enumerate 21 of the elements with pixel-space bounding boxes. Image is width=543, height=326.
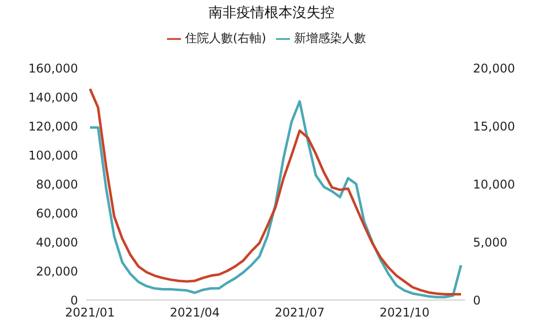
x-tick-label: 2021/07 bbox=[274, 306, 325, 320]
y-tick-label: 100,000 bbox=[28, 148, 78, 162]
y-tick-label: 0 bbox=[70, 293, 78, 308]
y2-tick-label: 10,000 bbox=[473, 177, 515, 192]
y-tick-label: 40,000 bbox=[36, 235, 78, 250]
legend-label: 新增感染人數 bbox=[294, 31, 366, 45]
y2-tick-label: 5,000 bbox=[473, 235, 508, 250]
y-tick-label: 160,000 bbox=[28, 61, 78, 76]
legend-label: 住院人數(右軸) bbox=[184, 31, 266, 45]
x-tick-label: 2021/10 bbox=[380, 306, 430, 320]
y-tick-label: 120,000 bbox=[28, 119, 78, 134]
y-tick-label: 20,000 bbox=[36, 264, 78, 278]
y2-tick-label: 0 bbox=[473, 293, 481, 308]
y-tick-label: 60,000 bbox=[36, 206, 78, 220]
y-tick-label: 80,000 bbox=[36, 177, 78, 192]
y2-tick-label: 20,000 bbox=[473, 61, 515, 76]
y2-tick-label: 15,000 bbox=[473, 119, 515, 134]
chart-title: 南非疫情根本沒失控 bbox=[208, 4, 336, 22]
x-tick-label: 2021/01 bbox=[65, 306, 115, 320]
y-tick-label: 140,000 bbox=[28, 90, 78, 104]
x-tick-label: 2021/04 bbox=[170, 306, 220, 320]
